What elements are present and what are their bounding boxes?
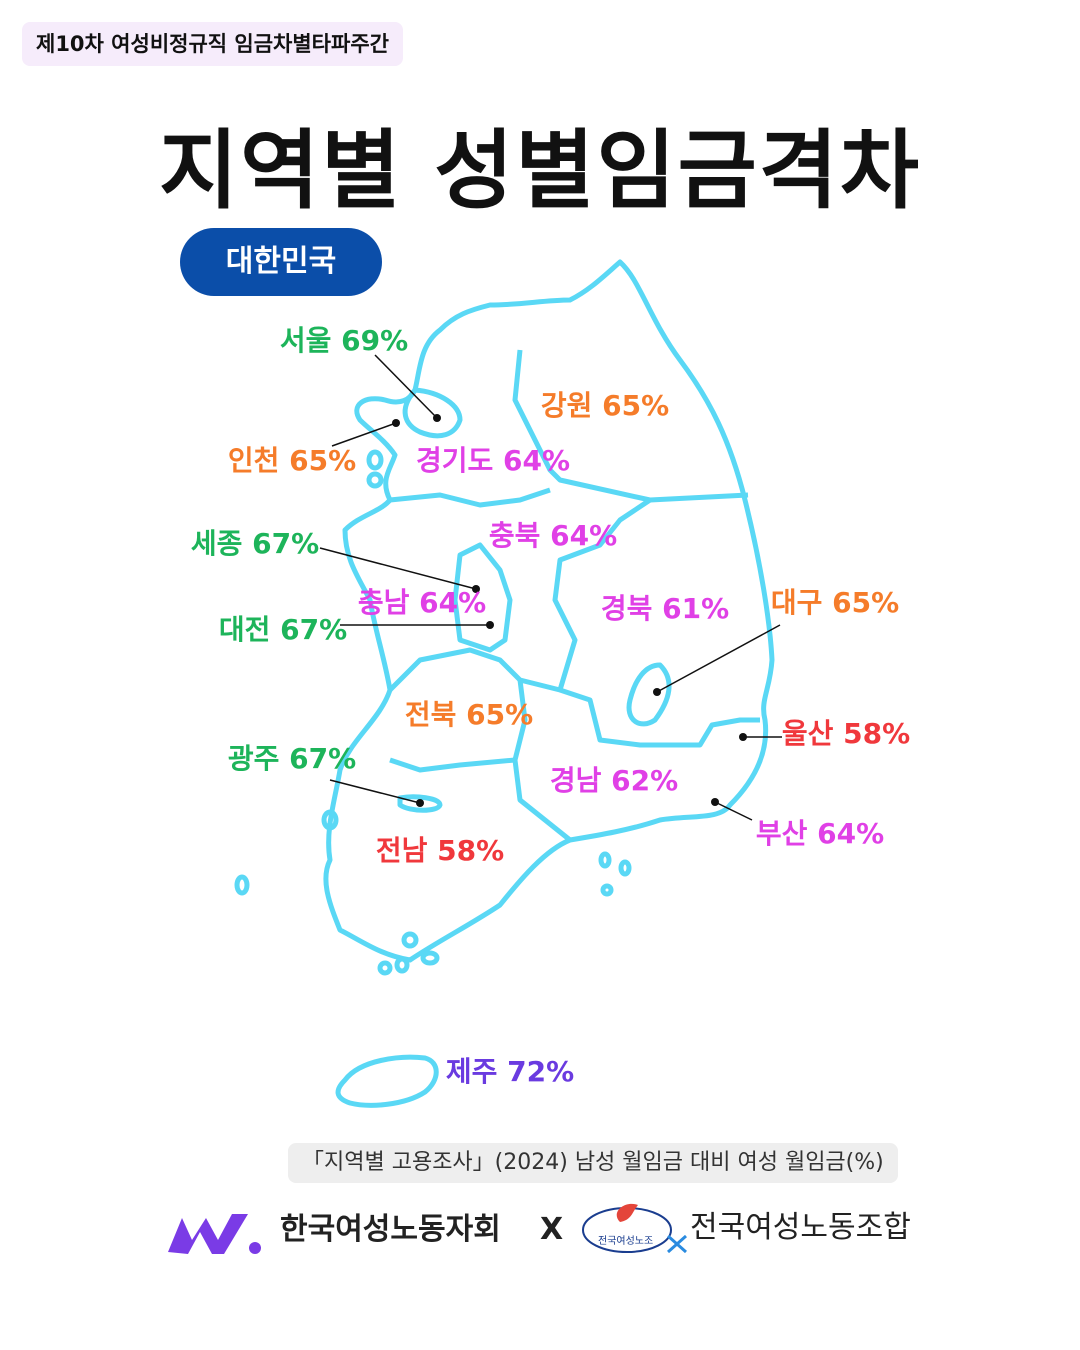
region-label: 경기도 64% xyxy=(416,444,570,477)
country-badge: 대한민국 xyxy=(180,228,382,296)
leader-dot xyxy=(739,733,747,741)
event-tag: 제10차 여성비정규직 임금차별타파주간 xyxy=(22,22,403,66)
region-label: 전남 58% xyxy=(376,834,504,867)
region-label: 대전 67% xyxy=(219,613,347,646)
region-label: 충북 64% xyxy=(489,519,617,552)
region-label: 서울 69% xyxy=(280,324,408,357)
title: 지역별 성별임금격차 xyxy=(158,121,922,221)
leader-line xyxy=(374,354,438,419)
org1-name: 한국여성노동자회 xyxy=(280,1212,501,1247)
org2-logo-text: 전국여성노조 xyxy=(598,1236,654,1247)
leader-line xyxy=(329,779,421,804)
region-label: 강원 65% xyxy=(541,389,669,422)
region-label: 대구 65% xyxy=(771,586,899,619)
source-note: 「지역별 고용조사」(2024) 남성 월임금 대비 여성 월임금(%) xyxy=(288,1143,898,1183)
region-label: 경북 61% xyxy=(601,592,729,625)
leader-line xyxy=(331,422,397,447)
leader-dot xyxy=(416,799,424,807)
leader-dot xyxy=(472,585,480,593)
region-label: 부산 64% xyxy=(756,817,884,850)
leader-line xyxy=(319,547,477,590)
leader-dot xyxy=(433,414,441,422)
leader-line xyxy=(714,801,753,821)
leader-dot xyxy=(653,688,661,696)
separator: X xyxy=(540,1212,564,1247)
leader-dot xyxy=(392,419,400,427)
region-label: 인천 65% xyxy=(228,444,356,477)
region-label: 충남 64% xyxy=(358,586,486,619)
leader-dot xyxy=(486,621,494,629)
region-label: 세종 67% xyxy=(191,527,319,560)
region-label: 광주 67% xyxy=(228,742,356,775)
region-label: 전북 65% xyxy=(405,698,533,731)
org2-name: 전국여성노동조합 xyxy=(690,1210,911,1245)
leader-dot xyxy=(711,798,719,806)
region-label: 제주 72% xyxy=(446,1055,574,1088)
leader-line xyxy=(656,624,781,693)
region-label: 울산 58% xyxy=(782,717,910,750)
region-label: 경남 62% xyxy=(550,764,678,797)
map-outline xyxy=(234,259,775,1108)
